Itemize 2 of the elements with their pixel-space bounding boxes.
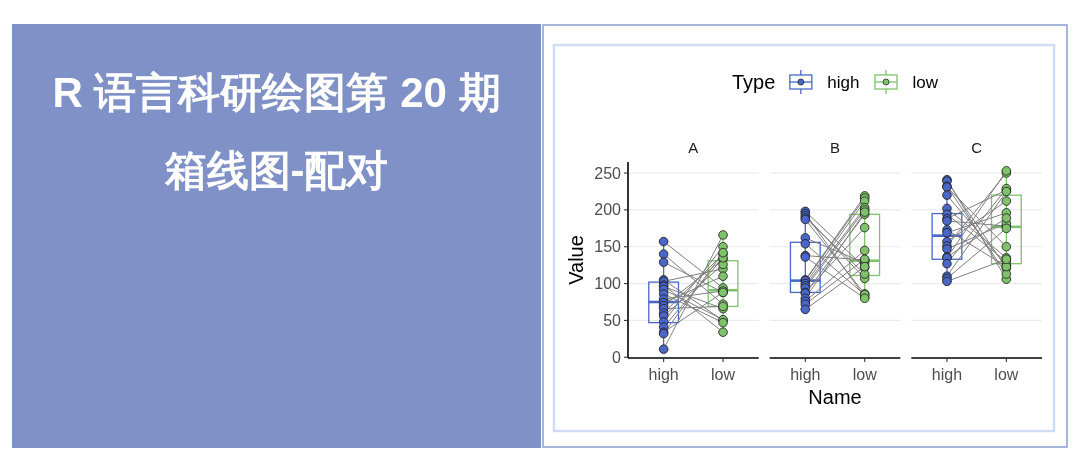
heading: 箱线图-配对: [164, 146, 389, 194]
heading: R 语言科研绘图第 20 期: [52, 68, 501, 116]
